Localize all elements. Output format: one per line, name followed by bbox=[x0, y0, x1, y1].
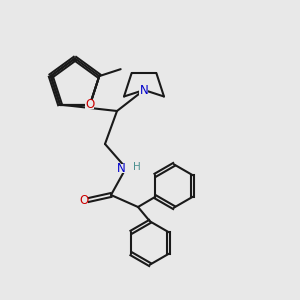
Text: O: O bbox=[80, 194, 88, 208]
FancyBboxPatch shape bbox=[85, 100, 94, 109]
FancyBboxPatch shape bbox=[140, 85, 148, 94]
FancyBboxPatch shape bbox=[80, 196, 88, 206]
Text: O: O bbox=[85, 98, 94, 111]
FancyBboxPatch shape bbox=[119, 164, 133, 172]
Text: N: N bbox=[117, 161, 126, 175]
Text: N: N bbox=[140, 83, 148, 97]
Text: H: H bbox=[133, 161, 140, 172]
